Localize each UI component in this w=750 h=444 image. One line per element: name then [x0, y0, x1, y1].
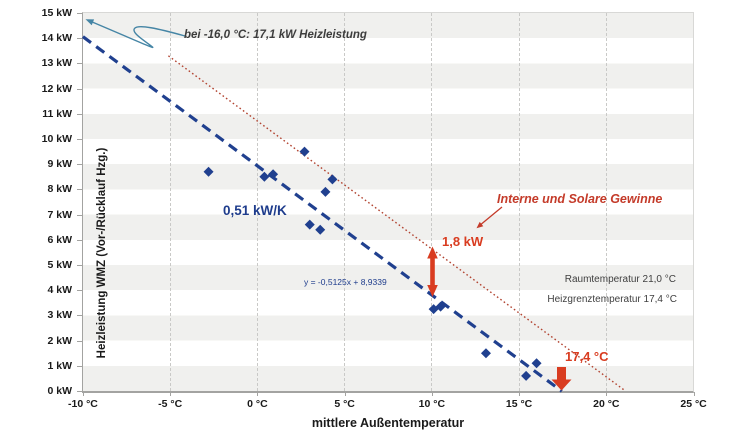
- y-tick-mark: [77, 365, 82, 367]
- x-tick-mark: [82, 392, 84, 396]
- vertical-gridline: [256, 13, 258, 391]
- y-tick-label: 9 kW: [47, 158, 72, 171]
- gains-label: Interne und Solare Gewinne: [497, 192, 663, 206]
- x-tick-label: 0 °C: [247, 398, 268, 410]
- y-tick-mark: [77, 189, 82, 191]
- y-tick-mark: [77, 63, 82, 65]
- y-tick-label: 4 kW: [47, 284, 72, 297]
- y-tick-label: 0 kW: [47, 385, 72, 397]
- x-tick-mark: [519, 392, 521, 396]
- x-tick-label: 10 °C: [418, 398, 446, 410]
- limit-temperature-label: 17,4 °C: [565, 349, 609, 364]
- x-tick-label: 5 °C: [334, 398, 355, 410]
- x-tick-mark: [344, 392, 346, 396]
- x-tick-mark: [693, 392, 695, 396]
- trendline-equation: y = -0,5125x + 8,9339: [304, 277, 387, 287]
- y-tick-mark: [77, 239, 82, 241]
- x-tick-mark: [257, 392, 259, 396]
- x-tick-mark: [606, 392, 608, 396]
- x-tick-label: 20 °C: [593, 398, 620, 410]
- slope-label: 0,51 kW/K: [223, 203, 287, 218]
- y-tick-label: 12 kW: [41, 82, 72, 95]
- vertical-gridline: [344, 13, 346, 391]
- room-temperature-label: Raumtemperatur 21,0 °C: [564, 274, 676, 285]
- y-tick-mark: [77, 340, 82, 342]
- y-tick-label: 6 kW: [47, 233, 72, 246]
- y-tick-label: 8 kW: [47, 183, 72, 196]
- x-tick-mark: [170, 392, 172, 396]
- y-tick-label: 1 kW: [47, 359, 72, 372]
- y-tick-label: 5 kW: [47, 259, 72, 271]
- extrapolation-annotation: bei -16,0 °C: 17,1 kW Heizleistung: [184, 29, 367, 41]
- y-tick-label: 15 kW: [41, 7, 72, 19]
- y-tick-mark: [77, 38, 82, 40]
- y-tick-label: 7 kW: [47, 208, 72, 221]
- vertical-gridline: [169, 13, 171, 391]
- y-tick-mark: [77, 290, 82, 292]
- gap-value-label: 1,8 kW: [442, 234, 484, 249]
- x-axis-title: mittlere Außentemperatur: [311, 416, 465, 430]
- y-axis-title: Heizleistung WMZ (Vor-/Rücklauf Hzg.): [96, 147, 108, 359]
- y-tick-label: 11 kW: [42, 107, 72, 120]
- y-tick-mark: [77, 139, 82, 140]
- y-tick-mark: [77, 88, 82, 90]
- y-tick-mark: [77, 13, 82, 14]
- y-tick-label: 2 kW: [47, 334, 72, 347]
- y-tick-mark: [77, 315, 82, 317]
- x-tick-mark: [431, 392, 433, 396]
- y-tick-label: 14 kW: [41, 32, 72, 45]
- x-tick-label: -10 °C: [67, 398, 98, 410]
- heating-limit-label: Heizgrenztemperatur 17,4 °C: [547, 294, 677, 305]
- y-tick-mark: [77, 113, 82, 115]
- y-tick-mark: [77, 391, 82, 392]
- y-tick-label: 10 kW: [41, 133, 72, 145]
- x-tick-label: -5 °C: [158, 398, 183, 410]
- y-tick-label: 3 kW: [47, 309, 72, 322]
- y-tick-mark: [77, 164, 82, 166]
- y-tick-mark: [77, 214, 82, 216]
- vertical-gridline: [431, 13, 433, 391]
- x-tick-label: 25 °C: [680, 398, 707, 410]
- x-tick-label: 15 °C: [505, 398, 533, 410]
- y-tick-label: 13 kW: [41, 57, 72, 70]
- y-tick-mark: [77, 265, 82, 266]
